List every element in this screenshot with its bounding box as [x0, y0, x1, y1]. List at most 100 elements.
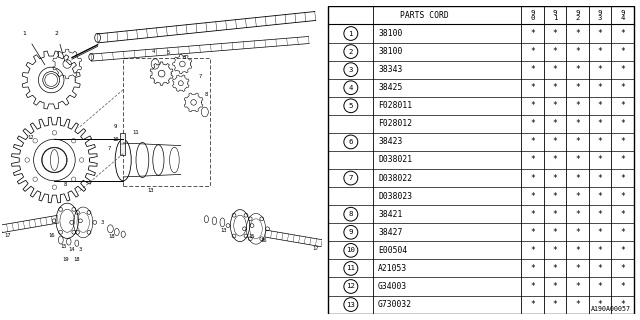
- Text: *: *: [620, 29, 625, 38]
- Text: *: *: [553, 264, 557, 273]
- Text: *: *: [553, 101, 557, 110]
- Text: 11: 11: [132, 131, 140, 135]
- Text: *: *: [553, 228, 557, 237]
- Text: 38100: 38100: [378, 29, 403, 38]
- Text: *: *: [575, 173, 580, 183]
- Text: 4: 4: [152, 49, 156, 54]
- Text: 16: 16: [260, 237, 268, 243]
- Text: 13: 13: [346, 301, 355, 308]
- Text: 9
4: 9 4: [620, 10, 625, 21]
- Text: *: *: [575, 47, 580, 56]
- Text: *: *: [598, 101, 602, 110]
- Text: *: *: [531, 210, 535, 219]
- Text: *: *: [598, 282, 602, 291]
- Text: 9
0: 9 0: [531, 10, 535, 21]
- Text: 9
3: 9 3: [598, 10, 602, 21]
- Text: *: *: [531, 101, 535, 110]
- Text: *: *: [575, 300, 580, 309]
- Text: *: *: [575, 210, 580, 219]
- Text: *: *: [553, 192, 557, 201]
- Text: 11: 11: [346, 265, 355, 271]
- Text: 13: 13: [221, 228, 227, 233]
- Text: *: *: [598, 65, 602, 74]
- Text: *: *: [531, 246, 535, 255]
- Text: *: *: [598, 29, 602, 38]
- Text: *: *: [531, 228, 535, 237]
- Text: *: *: [620, 173, 625, 183]
- Text: 8: 8: [64, 181, 67, 187]
- Text: 9: 9: [113, 124, 117, 129]
- Text: *: *: [598, 228, 602, 237]
- Bar: [123, 58, 209, 186]
- Text: 14: 14: [68, 247, 76, 252]
- Text: 9: 9: [349, 229, 353, 235]
- Text: 17: 17: [312, 246, 319, 251]
- Text: *: *: [575, 119, 580, 128]
- Text: 8: 8: [205, 92, 208, 97]
- Text: *: *: [531, 83, 535, 92]
- Text: *: *: [598, 137, 602, 147]
- Text: 1: 1: [22, 31, 26, 36]
- Text: F028012: F028012: [378, 119, 412, 128]
- Text: *: *: [553, 65, 557, 74]
- Text: *: *: [620, 47, 625, 56]
- Text: *: *: [620, 137, 625, 147]
- Text: *: *: [553, 246, 557, 255]
- Text: 19: 19: [62, 257, 69, 262]
- Text: *: *: [620, 246, 625, 255]
- Text: *: *: [620, 264, 625, 273]
- Text: PARTS CORD: PARTS CORD: [401, 11, 449, 20]
- Text: *: *: [531, 137, 535, 147]
- Text: *: *: [531, 192, 535, 201]
- Text: *: *: [575, 228, 580, 237]
- Text: *: *: [598, 192, 602, 201]
- Text: *: *: [598, 83, 602, 92]
- Text: *: *: [553, 83, 557, 92]
- Text: *: *: [575, 29, 580, 38]
- Text: *: *: [553, 210, 557, 219]
- Text: 12: 12: [346, 284, 355, 290]
- Bar: [120, 133, 125, 155]
- Text: 17: 17: [4, 233, 12, 238]
- Text: *: *: [553, 29, 557, 38]
- Text: A21053: A21053: [378, 264, 407, 273]
- Text: *: *: [575, 192, 580, 201]
- Text: *: *: [553, 156, 557, 164]
- Text: *: *: [620, 282, 625, 291]
- Text: *: *: [598, 47, 602, 56]
- Text: 3: 3: [100, 220, 104, 225]
- Text: 18: 18: [74, 257, 80, 262]
- Text: 18: 18: [109, 234, 115, 239]
- Text: 7: 7: [349, 175, 353, 181]
- Text: *: *: [531, 264, 535, 273]
- Text: *: *: [620, 65, 625, 74]
- Text: *: *: [531, 156, 535, 164]
- Text: *: *: [575, 246, 580, 255]
- Text: *: *: [598, 300, 602, 309]
- Text: 12: 12: [27, 135, 34, 140]
- Text: *: *: [598, 173, 602, 183]
- Text: *: *: [531, 300, 535, 309]
- Text: G34003: G34003: [378, 282, 407, 291]
- Text: 38423: 38423: [378, 137, 403, 147]
- Text: 9
1: 9 1: [553, 10, 557, 21]
- Text: 38100: 38100: [378, 47, 403, 56]
- Text: *: *: [531, 65, 535, 74]
- Text: *: *: [620, 156, 625, 164]
- Text: *: *: [575, 282, 580, 291]
- Text: 6: 6: [349, 139, 353, 145]
- Text: 2: 2: [54, 31, 58, 36]
- Text: D038021: D038021: [378, 156, 412, 164]
- Text: *: *: [553, 137, 557, 147]
- Text: 38343: 38343: [378, 65, 403, 74]
- Text: 7: 7: [107, 146, 111, 151]
- Text: 15: 15: [248, 234, 255, 239]
- Text: *: *: [598, 246, 602, 255]
- Text: 38427: 38427: [378, 228, 403, 237]
- Text: 6: 6: [182, 55, 186, 60]
- Text: 7: 7: [198, 74, 202, 79]
- Text: 16: 16: [48, 233, 54, 238]
- Text: A190A00057: A190A00057: [591, 306, 630, 312]
- Text: F028011: F028011: [378, 101, 412, 110]
- Text: 8: 8: [349, 211, 353, 217]
